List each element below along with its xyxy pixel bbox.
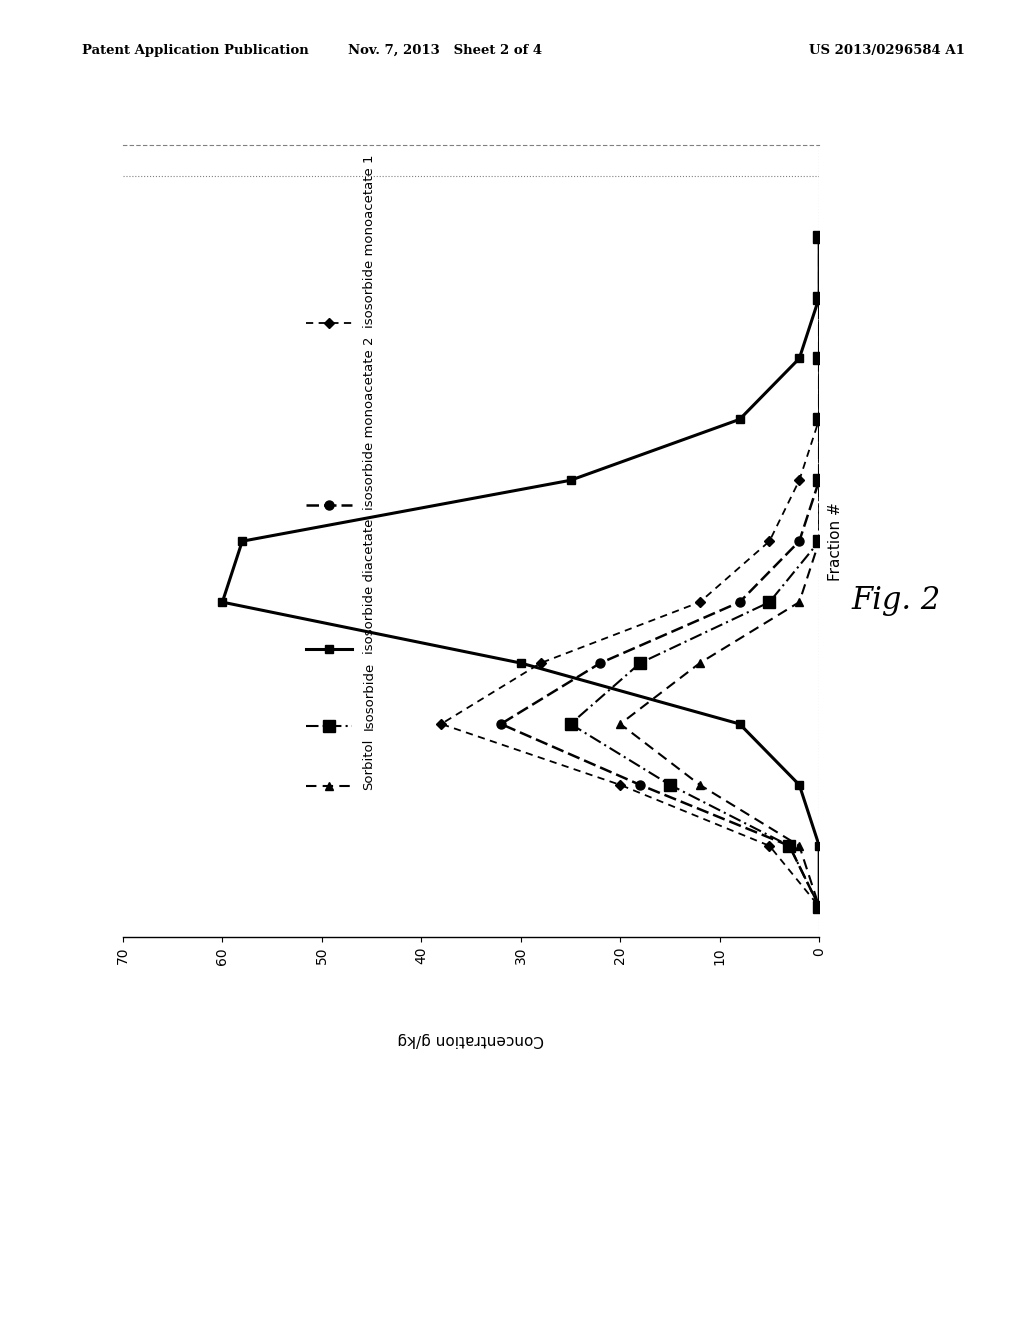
Text: Patent Application Publication: Patent Application Publication — [82, 44, 308, 57]
Text: Nov. 7, 2013   Sheet 2 of 4: Nov. 7, 2013 Sheet 2 of 4 — [348, 44, 543, 57]
Y-axis label: Fraction #: Fraction # — [827, 502, 843, 581]
Text: Fig. 2: Fig. 2 — [851, 585, 941, 616]
Text: US 2013/0296584 A1: US 2013/0296584 A1 — [809, 44, 965, 57]
Legend: isosorbide monoacetate 1, isosorbide monoacetate 2, isosorbide diacetate, Isosor: isosorbide monoacetate 1, isosorbide mon… — [301, 152, 381, 799]
X-axis label: Concentration g/kg: Concentration g/kg — [397, 1032, 545, 1047]
